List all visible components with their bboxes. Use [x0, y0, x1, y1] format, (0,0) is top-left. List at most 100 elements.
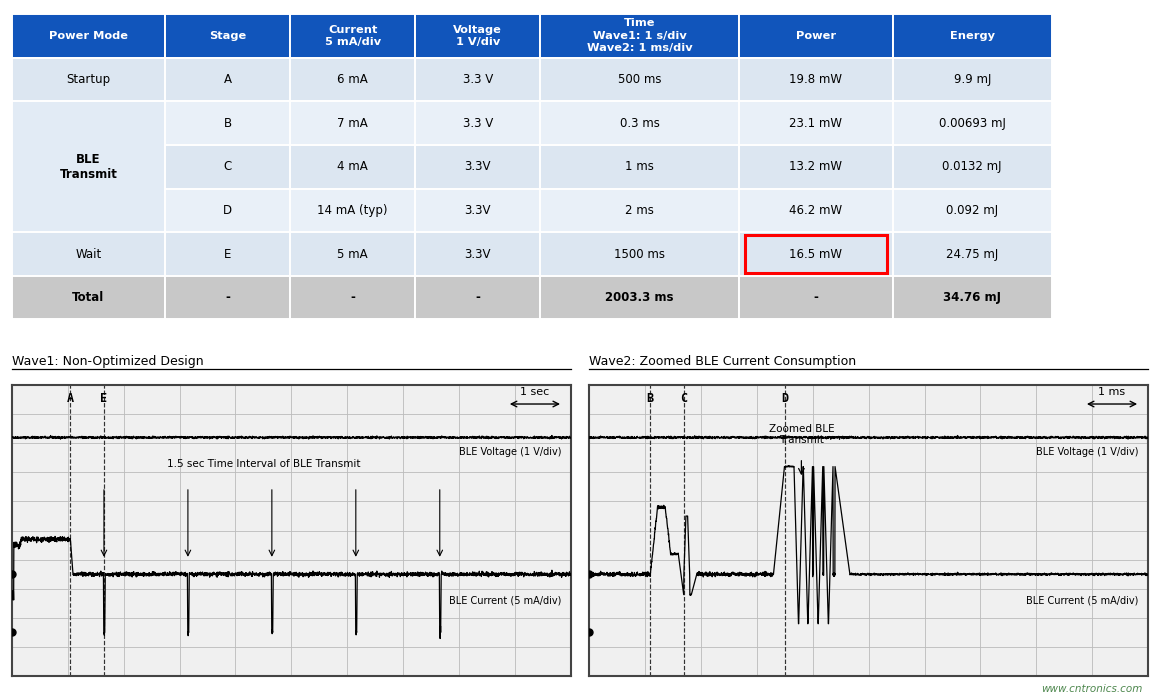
Text: 1 ms: 1 ms — [625, 160, 654, 174]
Text: 2003.3 ms: 2003.3 ms — [606, 291, 674, 304]
Text: E: E — [101, 392, 108, 405]
Text: 1 ms: 1 ms — [1099, 388, 1125, 397]
Text: Zoomed BLE
Transmit: Zoomed BLE Transmit — [769, 424, 834, 445]
Text: 24.75 mJ: 24.75 mJ — [947, 247, 999, 261]
Text: E: E — [224, 247, 231, 261]
Bar — [165, 58, 290, 101]
Text: Stage: Stage — [209, 31, 246, 40]
Text: C: C — [680, 392, 688, 405]
Text: 4 mA: 4 mA — [338, 160, 368, 174]
Bar — [893, 101, 1052, 145]
Bar — [415, 14, 541, 58]
Text: 9.9 mJ: 9.9 mJ — [954, 73, 991, 86]
Text: C: C — [224, 160, 232, 174]
Text: 0.00693 mJ: 0.00693 mJ — [938, 116, 1006, 130]
Bar — [12, 58, 165, 101]
Text: Wave2: Zoomed BLE Current Consumption: Wave2: Zoomed BLE Current Consumption — [588, 355, 856, 367]
Bar — [290, 276, 415, 319]
Text: B: B — [647, 392, 654, 405]
Text: -: - — [813, 291, 818, 304]
Text: www.cntronics.com: www.cntronics.com — [1042, 684, 1143, 694]
Bar — [12, 101, 165, 145]
Bar — [12, 188, 165, 232]
Text: 1 sec: 1 sec — [521, 388, 550, 397]
Text: 3.3V: 3.3V — [464, 160, 491, 174]
Text: Power: Power — [796, 31, 836, 40]
Text: 2 ms: 2 ms — [625, 204, 654, 217]
Bar — [739, 14, 893, 58]
Bar — [165, 101, 290, 145]
Text: 34.76 mJ: 34.76 mJ — [943, 291, 1001, 304]
Bar — [893, 58, 1052, 101]
Bar — [12, 145, 165, 188]
Text: 3.3 V: 3.3 V — [463, 73, 493, 86]
Text: 0.3 ms: 0.3 ms — [619, 116, 660, 130]
Text: 16.5 mW: 16.5 mW — [790, 247, 842, 261]
Bar — [290, 14, 415, 58]
Bar — [415, 101, 541, 145]
Text: Power Mode: Power Mode — [49, 31, 128, 40]
Text: 3.3V: 3.3V — [464, 247, 491, 261]
Text: Voltage
1 V/div: Voltage 1 V/div — [454, 24, 502, 47]
Text: -: - — [350, 291, 355, 304]
Bar — [893, 232, 1052, 276]
Bar — [415, 232, 541, 276]
Bar — [165, 276, 290, 319]
Text: 46.2 mW: 46.2 mW — [789, 204, 842, 217]
Bar — [415, 58, 541, 101]
Bar — [541, 58, 739, 101]
Text: BLE
Transmit: BLE Transmit — [59, 153, 117, 181]
Text: D: D — [223, 204, 232, 217]
Text: 0.0132 mJ: 0.0132 mJ — [942, 160, 1002, 174]
Bar — [893, 188, 1052, 232]
Bar — [739, 232, 893, 276]
Text: 19.8 mW: 19.8 mW — [790, 73, 842, 86]
Text: 1500 ms: 1500 ms — [614, 247, 665, 261]
Bar — [12, 101, 165, 232]
Text: 1.5 sec Time Interval of BLE Transmit: 1.5 sec Time Interval of BLE Transmit — [167, 459, 361, 468]
Text: 5 mA: 5 mA — [338, 247, 368, 261]
Text: Energy: Energy — [950, 31, 994, 40]
Bar — [290, 58, 415, 101]
Text: BLE Current (5 mA/div): BLE Current (5 mA/div) — [449, 595, 561, 605]
Text: Wave1: Non-Optimized Design: Wave1: Non-Optimized Design — [12, 355, 203, 367]
Text: 14 mA (typ): 14 mA (typ) — [318, 204, 387, 217]
Text: 13.2 mW: 13.2 mW — [790, 160, 842, 174]
Text: 500 ms: 500 ms — [618, 73, 661, 86]
Text: BLE Voltage (1 V/div): BLE Voltage (1 V/div) — [1036, 447, 1138, 457]
Text: BLE Current (5 mA/div): BLE Current (5 mA/div) — [1025, 595, 1138, 605]
Text: 3.3 V: 3.3 V — [463, 116, 493, 130]
Bar — [165, 232, 290, 276]
Text: D: D — [781, 392, 788, 405]
Text: Time
Wave1: 1 s/div
Wave2: 1 ms/div: Time Wave1: 1 s/div Wave2: 1 ms/div — [587, 18, 693, 53]
Bar — [290, 145, 415, 188]
Bar — [893, 14, 1052, 58]
Text: A: A — [67, 392, 74, 405]
Text: 6 mA: 6 mA — [338, 73, 368, 86]
Bar — [541, 276, 739, 319]
Bar — [893, 276, 1052, 319]
Text: -: - — [225, 291, 230, 304]
Bar — [290, 101, 415, 145]
Bar — [12, 232, 165, 276]
Bar — [739, 145, 893, 188]
Bar — [12, 14, 165, 58]
Text: 7 mA: 7 mA — [338, 116, 368, 130]
Text: BLE Voltage (1 V/div): BLE Voltage (1 V/div) — [458, 447, 561, 457]
Bar — [415, 276, 541, 319]
Bar — [739, 101, 893, 145]
Text: B: B — [224, 116, 232, 130]
Bar — [541, 145, 739, 188]
Text: Startup: Startup — [66, 73, 110, 86]
Text: 23.1 mW: 23.1 mW — [790, 116, 842, 130]
Text: 3.3V: 3.3V — [464, 204, 491, 217]
Bar — [415, 145, 541, 188]
Bar — [12, 276, 165, 319]
Text: Wait: Wait — [75, 247, 101, 261]
Bar — [165, 188, 290, 232]
Text: Current
5 mA/div: Current 5 mA/div — [325, 24, 380, 47]
Text: 0.092 mJ: 0.092 mJ — [947, 204, 999, 217]
Bar — [165, 14, 290, 58]
Bar — [745, 236, 887, 273]
Bar — [415, 188, 541, 232]
